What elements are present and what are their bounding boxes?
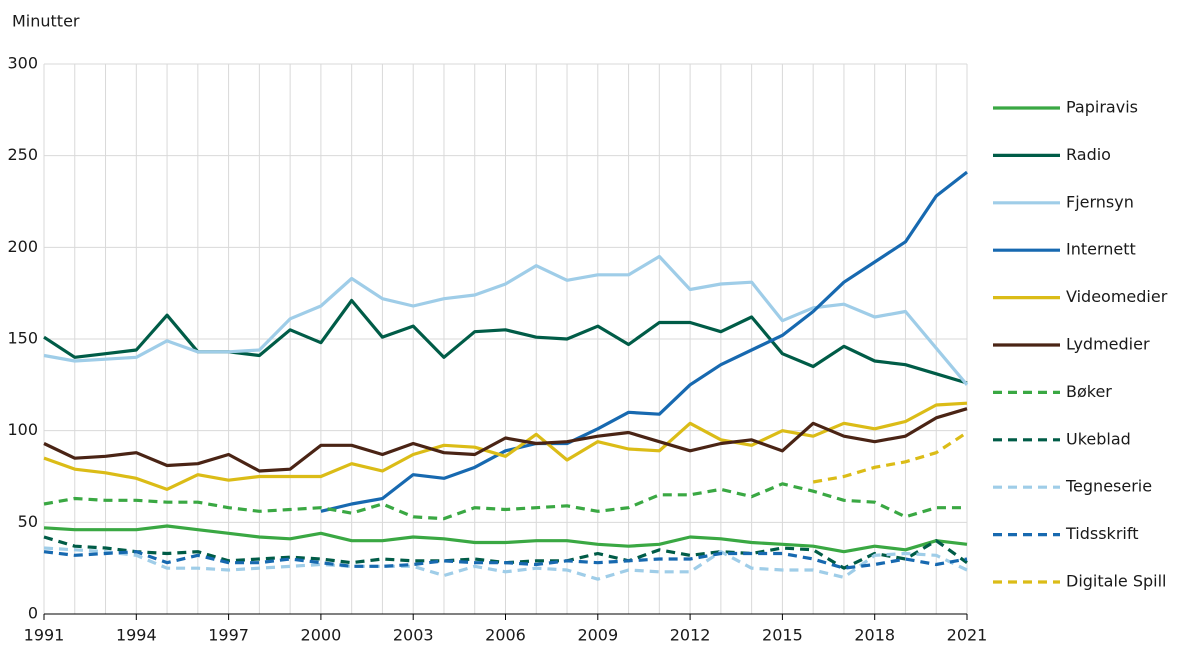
legend-label: Bøker [1066, 382, 1112, 401]
legend-label: Lydmedier [1066, 335, 1150, 354]
series-line [43, 407, 968, 473]
series-line [812, 431, 968, 484]
series-line [43, 482, 967, 521]
legend-label: Tidsskrift [1065, 524, 1138, 543]
y-tick-label: 300 [7, 54, 38, 73]
y-tick-label: 100 [7, 420, 38, 439]
legend-label: Fjernsyn [1066, 192, 1134, 211]
legend-label: Ukeblad [1066, 429, 1131, 448]
x-tick-label: 2015 [762, 626, 803, 645]
series-line [43, 546, 968, 581]
series-line [43, 524, 968, 554]
y-tick-label: 0 [28, 604, 38, 623]
x-tick-label: 1994 [116, 626, 157, 645]
series-line [43, 254, 969, 386]
legend-label: Internett [1066, 240, 1136, 259]
y-tick-label: 50 [18, 512, 38, 531]
y-tick-label: 150 [7, 329, 38, 348]
x-tick-label: 2003 [393, 626, 434, 645]
y-tick-label: 200 [7, 237, 38, 256]
legend-label: Digitale Spill [1066, 572, 1166, 591]
x-tick-label: 2009 [577, 626, 618, 645]
y-tick-label: 250 [7, 145, 38, 164]
x-tick-label: 2012 [670, 626, 711, 645]
x-tick-label: 2018 [854, 626, 895, 645]
series-line [320, 170, 968, 513]
x-tick-label: 1991 [24, 626, 65, 645]
series-line [43, 401, 968, 491]
legend-label: Radio [1066, 145, 1111, 164]
y-axis-label: Minutter [12, 12, 80, 31]
x-tick-label: 2000 [301, 626, 342, 645]
legend-label: Papiravis [1066, 98, 1138, 117]
legend-label: Tegneserie [1065, 477, 1152, 496]
x-tick-label: 2006 [485, 626, 526, 645]
x-tick-label: 1997 [208, 626, 249, 645]
x-tick-label: 2021 [947, 626, 988, 645]
legend-label: Videomedier [1066, 287, 1168, 306]
series-line [43, 550, 968, 570]
